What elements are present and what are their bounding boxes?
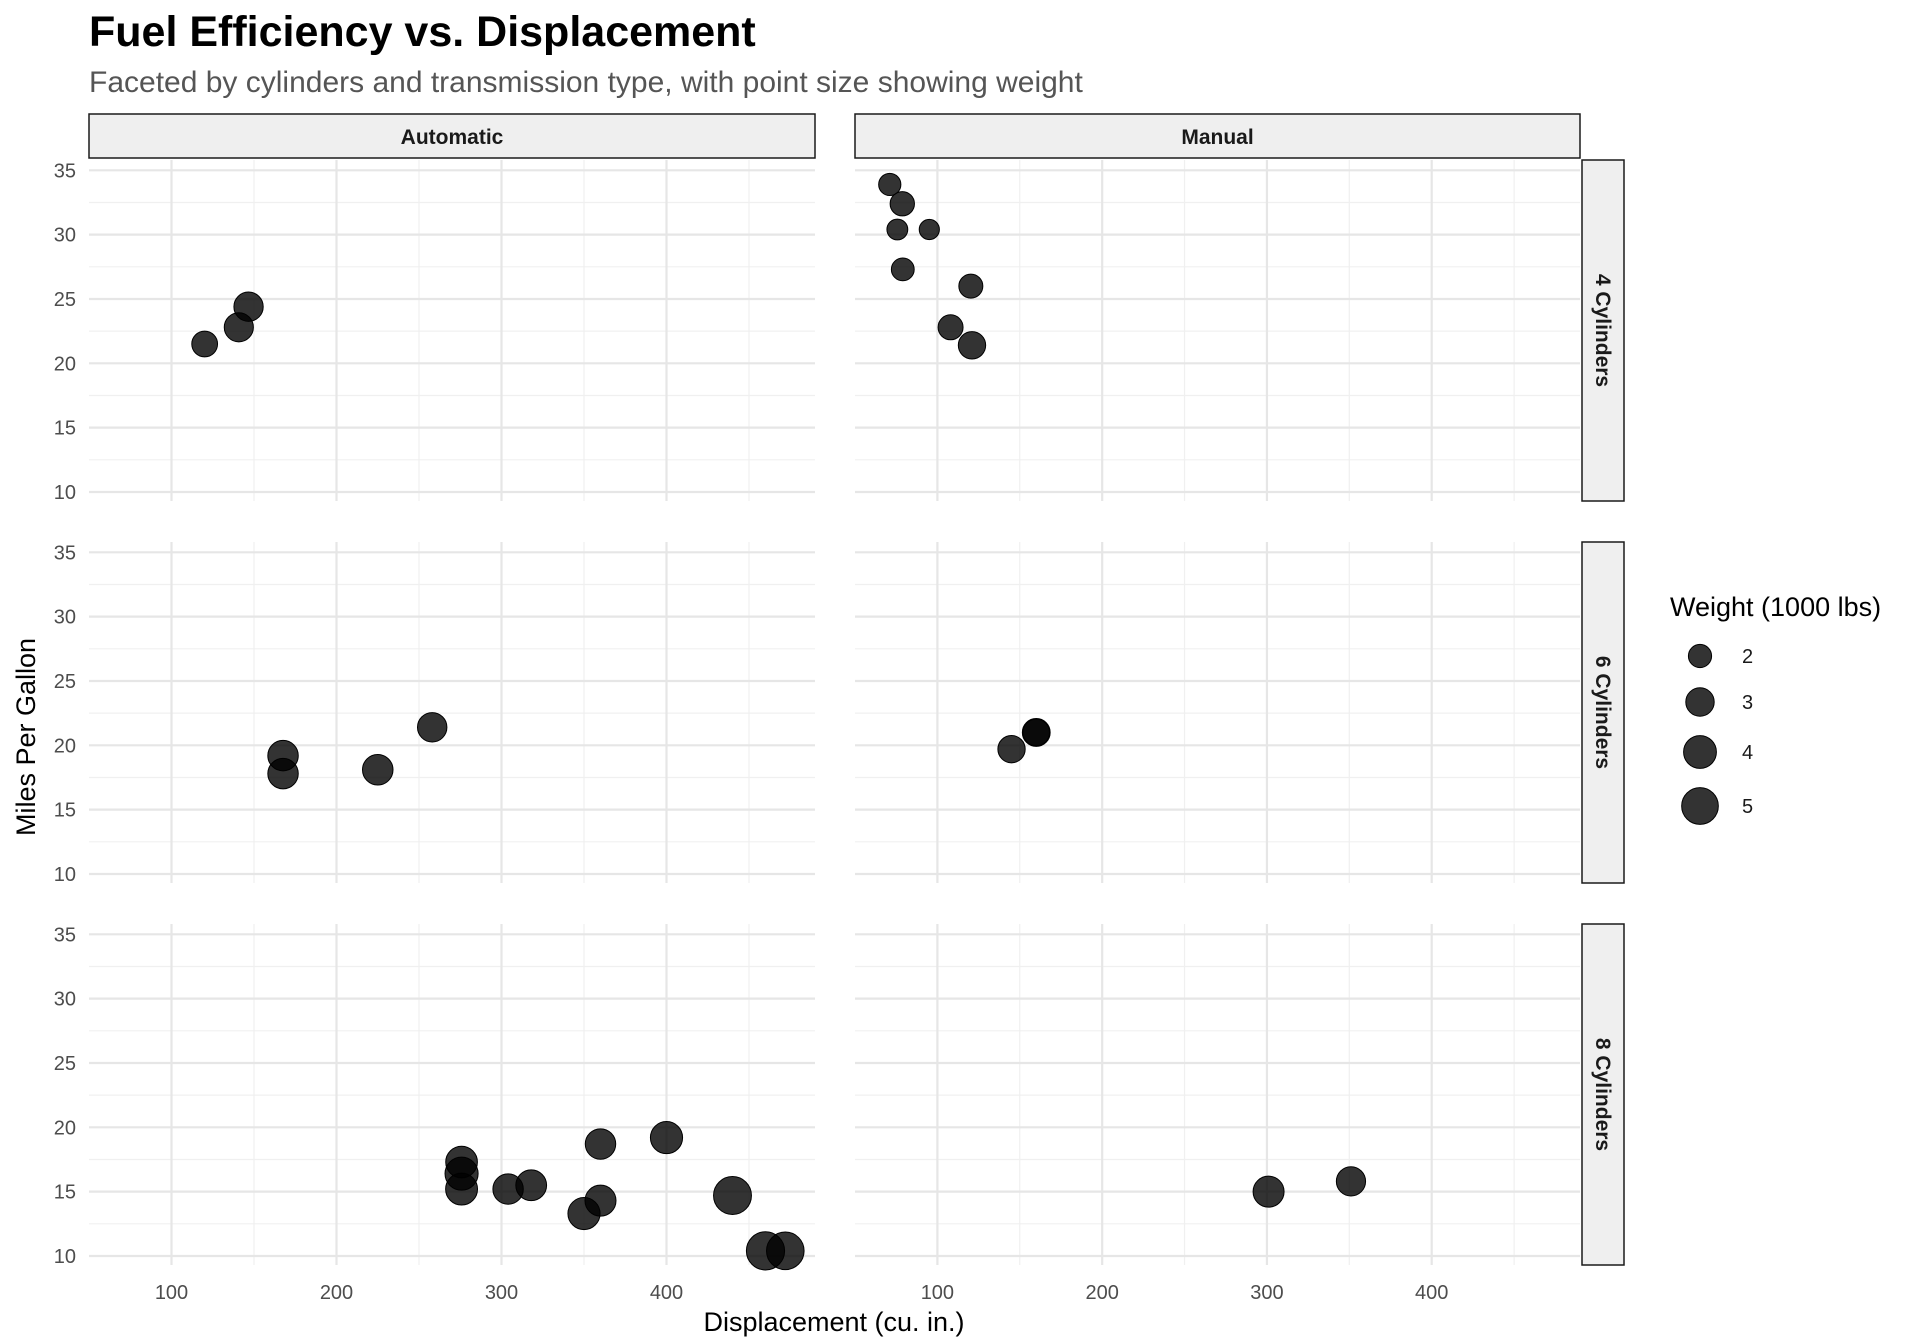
data-point <box>997 735 1026 764</box>
legend-label-5: 5 <box>1742 796 1753 818</box>
data-point <box>1021 718 1051 747</box>
data-point <box>937 314 964 341</box>
chart-title: Fuel Efficiency vs. Displacement <box>89 8 756 56</box>
data-point <box>515 1169 548 1202</box>
data-point <box>584 1128 617 1160</box>
x-tick-label: 300 <box>485 1282 518 1304</box>
x-tick-label: 100 <box>155 1282 188 1304</box>
data-point <box>958 273 984 299</box>
data-point <box>233 291 264 322</box>
y-tick-label: 35 <box>54 924 76 946</box>
legend-title: Weight (1000 lbs) <box>1670 592 1881 622</box>
y-tick-label: 20 <box>54 1117 76 1139</box>
x-tick-label: 400 <box>1415 1282 1448 1304</box>
y-tick-label: 10 <box>54 482 76 504</box>
size-legend: Weight (1000 lbs) 2 3 4 5 <box>1670 592 1881 825</box>
data-point <box>766 1231 805 1271</box>
strip-label-4-cylinders: 4 Cylinders <box>1591 274 1614 387</box>
legend-key-2 <box>1687 643 1713 669</box>
strip-8-cylinders <box>1581 923 1625 1266</box>
data-point <box>584 1184 617 1217</box>
y-tick-label: 35 <box>54 542 76 564</box>
x-tick-label: 400 <box>650 1282 683 1304</box>
data-point <box>1252 1175 1285 1208</box>
strip-label-manual: Manual <box>1181 126 1253 149</box>
x-tick-label: 100 <box>921 1282 954 1304</box>
facet-panels <box>89 160 1580 1271</box>
facet-strips: Automatic Manual 4 Cylinders 6 Cylinders 8 C… <box>88 113 1625 1266</box>
legend-key-4 <box>1683 735 1717 769</box>
strip-label-6-cylinders: 6 Cylinders <box>1591 656 1614 769</box>
x-tick-label: 200 <box>1085 1282 1118 1304</box>
y-tick-label: 25 <box>54 671 76 693</box>
data-point <box>890 257 915 282</box>
panel-4-cylinders-automatic <box>89 160 815 501</box>
legend-label-2: 2 <box>1742 646 1753 668</box>
y-tick-label: 20 <box>54 353 76 375</box>
data-point <box>878 172 902 197</box>
x-axis-label: Displacement (cu. in.) <box>703 1307 964 1337</box>
data-point <box>886 218 909 241</box>
y-tick-label: 20 <box>54 735 76 757</box>
chart-subtitle: Faceted by cylinders and transmission ty… <box>89 66 1083 99</box>
y-tick-label: 30 <box>54 225 76 247</box>
y-tick-label: 30 <box>54 607 76 629</box>
y-tick-label: 30 <box>54 989 76 1011</box>
panel-8-cylinders-automatic <box>89 924 815 1271</box>
legend-label-4: 4 <box>1742 742 1753 764</box>
strip-6-cylinders <box>1581 541 1625 884</box>
x-tick-label: 200 <box>320 1282 353 1304</box>
data-point <box>957 331 987 360</box>
panel-8-cylinders-manual <box>855 924 1580 1265</box>
legend-key-5 <box>1681 787 1719 825</box>
data-point <box>191 330 219 358</box>
data-point <box>889 191 915 217</box>
strip-label-8-cylinders: 8 Cylinders <box>1591 1038 1614 1151</box>
data-point <box>918 218 940 241</box>
data-point <box>361 754 394 786</box>
strip-label-automatic: Automatic <box>401 126 504 149</box>
legend-key-3 <box>1685 687 1715 717</box>
panel-6-cylinders-manual <box>855 542 1580 883</box>
data-point <box>713 1176 752 1215</box>
data-point <box>649 1121 684 1155</box>
y-tick-label: 25 <box>54 1053 76 1075</box>
y-axis-label: Miles Per Gallon <box>11 638 41 836</box>
y-tick-label: 15 <box>54 418 76 440</box>
x-tick-label: 300 <box>1250 1282 1283 1304</box>
y-tick-label: 10 <box>54 1246 76 1268</box>
panel-6-cylinders-automatic <box>89 542 815 883</box>
axes: 10 15 20 25 30 35 10 15 20 25 30 35 10 15 20 25 30 35 100 2… <box>54 160 1449 1304</box>
data-point <box>416 712 448 743</box>
legend-label-3: 3 <box>1742 692 1753 714</box>
strip-automatic <box>88 113 816 159</box>
y-tick-label: 25 <box>54 289 76 311</box>
strip-manual <box>854 113 1581 159</box>
y-tick-label: 15 <box>54 1182 76 1204</box>
panel-4-cylinders-manual <box>855 160 1580 501</box>
y-tick-label: 35 <box>54 160 76 182</box>
data-point <box>445 1172 479 1206</box>
y-tick-label: 15 <box>54 800 76 822</box>
strip-4-cylinders <box>1581 159 1625 502</box>
data-point <box>1335 1166 1367 1197</box>
y-tick-label: 10 <box>54 864 76 886</box>
data-point <box>267 757 299 790</box>
